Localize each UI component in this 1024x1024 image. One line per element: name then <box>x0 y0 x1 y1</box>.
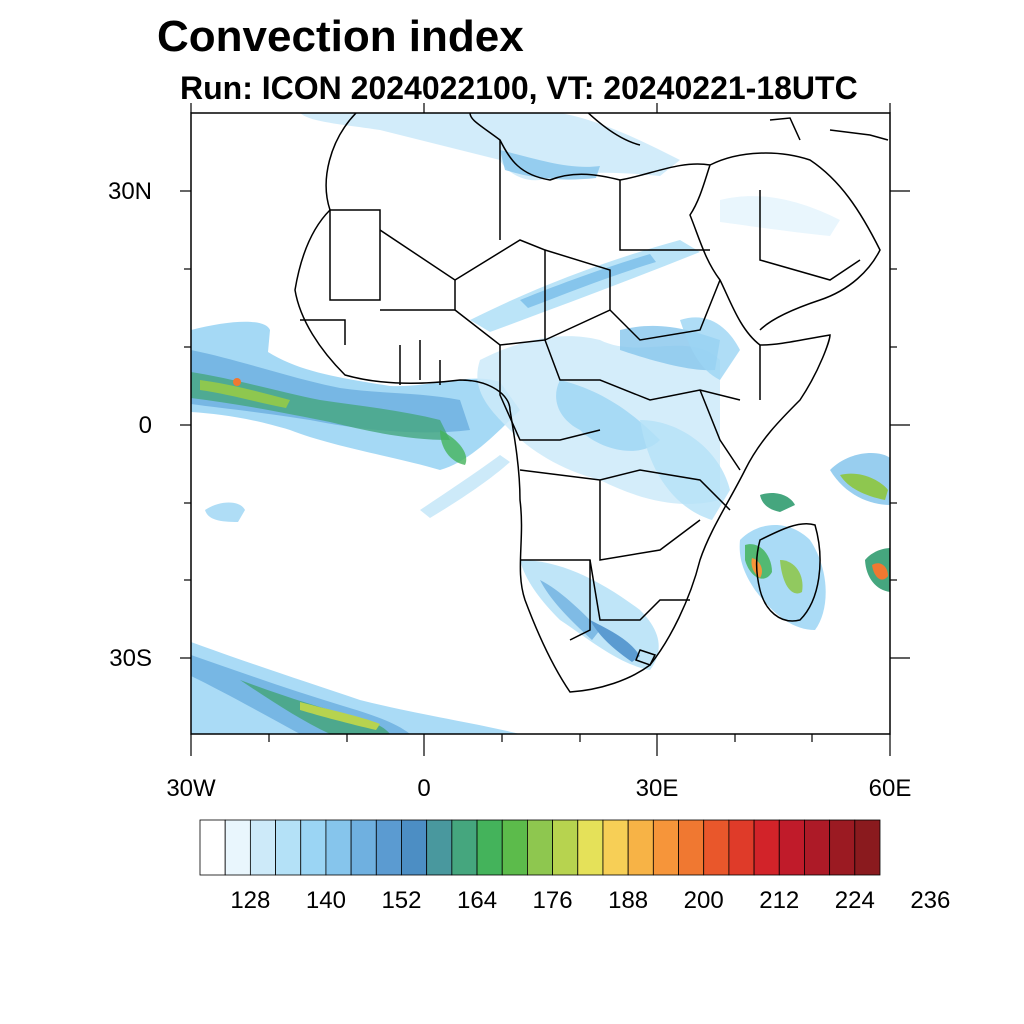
colorbar-box <box>753 819 780 876</box>
colorbar-box <box>375 819 402 876</box>
colorbar-box <box>426 819 453 876</box>
lat-label-30n: 30N <box>107 178 152 205</box>
chart-title: Convection index <box>157 12 524 61</box>
colorbar-box <box>300 819 327 876</box>
colorbar-tick-label: 128 <box>230 887 271 914</box>
colorbar-box <box>778 819 805 876</box>
colorbar-box <box>451 819 478 876</box>
colorbar-box <box>527 819 553 876</box>
colorbar <box>199 819 881 876</box>
colorbar-box <box>401 819 428 876</box>
colorbar-tick-label: 152 <box>381 887 422 914</box>
axis-ticks <box>180 103 910 756</box>
lat-label-0: 0 <box>138 412 152 439</box>
colorbar-box <box>501 819 528 876</box>
colorbar-box <box>703 819 730 876</box>
lon-label-60e: 60E <box>868 775 912 802</box>
lat-label-30s: 30S <box>109 645 152 672</box>
colorbar-box <box>275 819 302 876</box>
colorbar-box <box>325 819 352 876</box>
colorbar-box <box>627 819 654 876</box>
country-borders <box>294 113 889 693</box>
colorbar-tick-label: 200 <box>683 887 724 914</box>
colorbar-tick-label: 236 <box>910 887 951 914</box>
colorbar-box <box>678 819 705 876</box>
convection-field <box>191 113 890 734</box>
colorbar-box <box>804 819 831 876</box>
colorbar-box <box>602 819 629 876</box>
colorbar-box <box>577 819 604 876</box>
colorbar-box <box>652 819 679 876</box>
colorbar-box <box>728 819 755 876</box>
colorbar-tick-label: 224 <box>834 887 875 914</box>
colorbar-tick-label: 176 <box>532 887 573 914</box>
colorbar-tick-label: 164 <box>457 887 498 914</box>
lon-label-30e: 30E <box>635 775 679 802</box>
colorbar-box <box>199 819 226 876</box>
colorbar-tick-label: 188 <box>608 887 649 914</box>
colorbar-box <box>552 819 579 876</box>
colorbar-box <box>249 819 276 876</box>
colorbar-tick-label: 212 <box>759 887 800 914</box>
lon-label-30w: 30W <box>166 775 216 802</box>
colorbar-box <box>854 819 881 876</box>
colorbar-box <box>829 819 856 876</box>
colorbar-box <box>224 819 251 876</box>
colorbar-box <box>350 819 377 876</box>
colorbar-box <box>476 819 503 876</box>
colorbar-tick-label: 140 <box>305 887 346 914</box>
chart-subtitle: Run: ICON 2024022100, VT: 20240221-18UTC <box>180 70 858 106</box>
lon-label-0: 0 <box>417 775 431 802</box>
map-frame <box>190 112 891 735</box>
